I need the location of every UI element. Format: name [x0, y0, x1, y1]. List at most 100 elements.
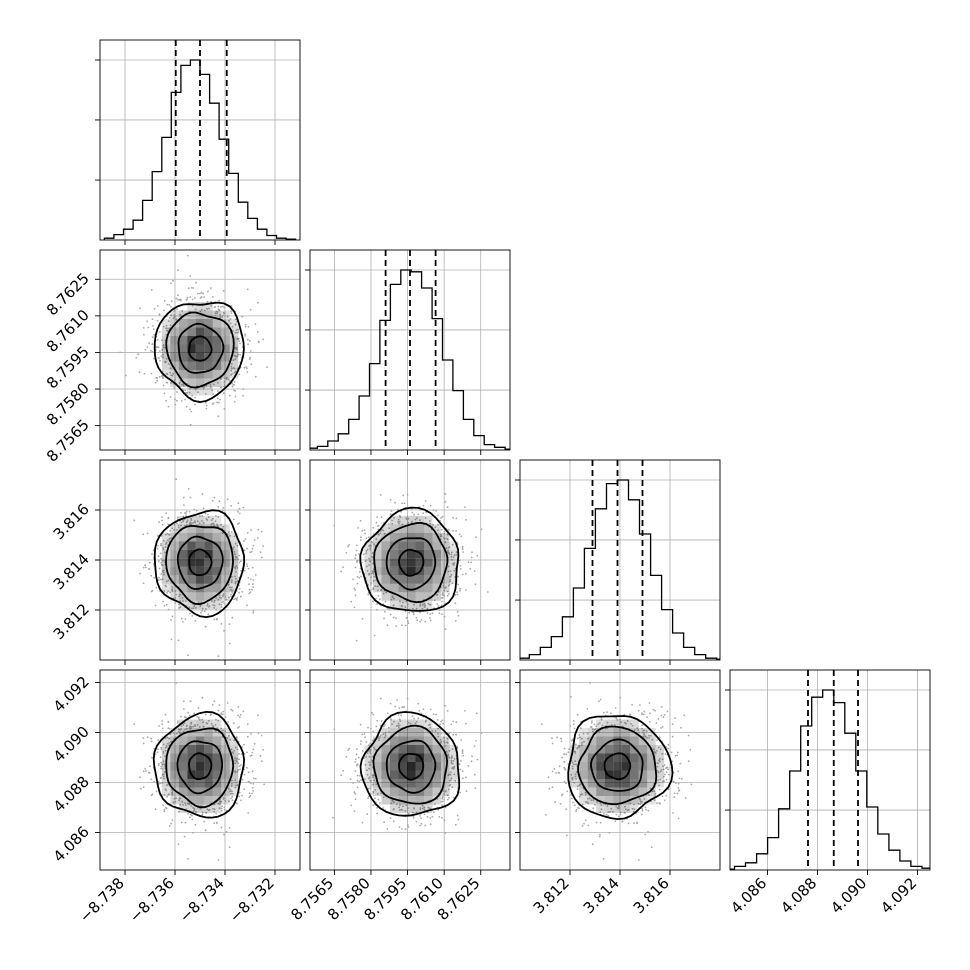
sample-point: [399, 804, 401, 806]
sample-point: [680, 777, 683, 780]
sample-point: [160, 748, 163, 751]
sample-point: [450, 761, 453, 763]
sample-point: [228, 319, 230, 322]
sample-point: [165, 357, 168, 360]
sample-point: [249, 578, 252, 581]
density-cell: [212, 745, 222, 754]
sample-point: [419, 604, 422, 607]
density-cell: [638, 796, 648, 805]
density-cell: [398, 796, 407, 805]
density-cell: [204, 541, 213, 550]
density-cell: [432, 779, 441, 788]
sample-point: [606, 805, 609, 807]
density-cell: [204, 327, 213, 336]
sample-point: [675, 782, 677, 784]
sample-point: [679, 762, 682, 765]
density-cell: [604, 796, 614, 805]
sample-point: [162, 752, 165, 754]
sample-point: [374, 788, 377, 791]
sample-point: [176, 722, 179, 724]
sample-point: [599, 821, 602, 824]
density-cell: [621, 804, 631, 813]
sample-point: [640, 813, 643, 816]
density-cell: [587, 796, 597, 805]
sample-point: [254, 323, 257, 325]
sample-point: [650, 846, 653, 849]
density-cell: [398, 762, 407, 771]
sample-point: [191, 607, 193, 610]
sample-point: [151, 589, 154, 592]
sample-point: [659, 748, 662, 751]
sample-point: [196, 520, 199, 523]
sample-point: [451, 582, 454, 585]
sample-point: [433, 811, 435, 814]
density-cell: [161, 583, 171, 593]
sample-point: [607, 814, 610, 817]
sample-point: [586, 708, 589, 710]
sample-point: [236, 351, 239, 354]
sample-point: [435, 713, 437, 716]
contour-0: [603, 752, 632, 781]
sample-point: [247, 326, 250, 328]
sample-point: [602, 858, 605, 860]
density-cell: [407, 745, 416, 754]
sample-point: [218, 500, 221, 503]
density-cell: [221, 361, 230, 370]
sample-point: [555, 772, 557, 774]
sample-point: [217, 598, 220, 601]
sample-point: [446, 506, 449, 509]
sample-point: [223, 408, 226, 410]
sample-point: [368, 545, 370, 547]
sample-point: [231, 575, 233, 578]
sample-point: [213, 822, 216, 825]
sample-point: [154, 604, 157, 607]
sample-point: [581, 803, 584, 806]
sample-point: [192, 831, 194, 834]
sample-point: [163, 559, 165, 562]
sample-point: [443, 793, 445, 796]
sample-point: [600, 804, 603, 806]
density-cell: [178, 344, 188, 353]
density-cell: [432, 787, 441, 796]
density-cell: [373, 558, 382, 567]
density-cell: [373, 787, 382, 796]
sample-point: [548, 787, 551, 790]
sample-point: [432, 509, 435, 512]
sample-point: [179, 313, 181, 316]
sample-point: [411, 715, 414, 718]
density-cell: [178, 753, 188, 762]
density-cell: [212, 566, 222, 576]
sample-point: [162, 346, 165, 349]
sample-point: [558, 772, 561, 774]
sample-point: [400, 714, 402, 717]
sample-point: [373, 543, 375, 545]
density-cell: [424, 787, 433, 796]
sample-point: [156, 547, 159, 550]
sample-point: [439, 739, 442, 741]
sample-point: [565, 753, 568, 756]
density-cell: [424, 719, 433, 728]
density-cell: [170, 344, 179, 353]
sample-point: [429, 603, 432, 606]
sample-point: [144, 768, 147, 770]
density-cell: [390, 719, 399, 728]
sample-point: [178, 595, 180, 598]
sample-point: [610, 712, 612, 715]
sample-point: [250, 529, 252, 531]
sample-point: [619, 811, 622, 814]
sample-point: [174, 800, 177, 803]
density-cell: [407, 524, 416, 533]
density-cell: [432, 745, 441, 754]
sample-point: [391, 595, 394, 598]
density-cell: [613, 753, 622, 762]
panel-frame: [99, 669, 301, 871]
sample-point: [189, 423, 192, 426]
density-cell: [170, 745, 179, 754]
sample-point: [449, 578, 451, 581]
sample-point: [231, 616, 234, 619]
sample-point: [240, 595, 242, 598]
sample-point: [633, 803, 635, 806]
sample-point: [371, 711, 373, 714]
density-cell: [415, 762, 424, 771]
sample-point: [223, 306, 226, 309]
